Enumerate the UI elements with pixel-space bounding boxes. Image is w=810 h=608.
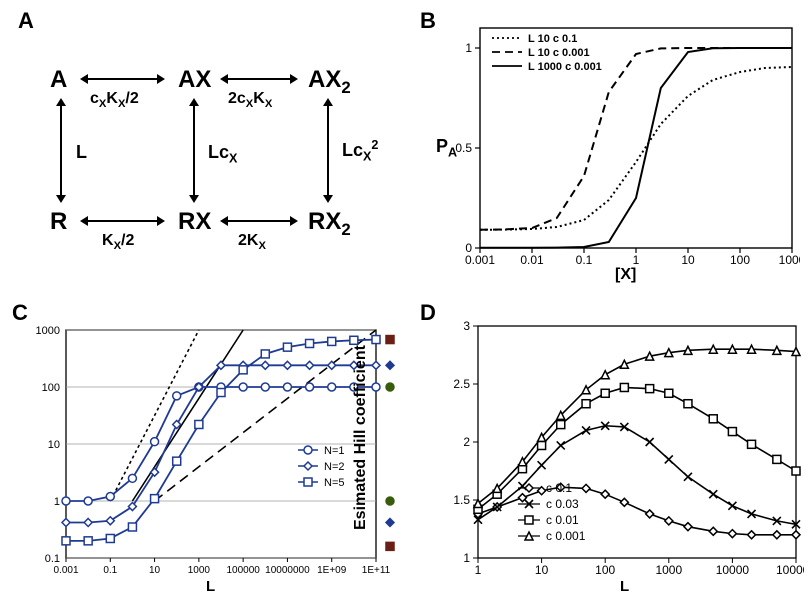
edge-R-RX-label: KX/2 [102,232,134,252]
svg-text:N=5: N=5 [324,477,345,489]
svg-text:10: 10 [48,439,60,451]
svg-text:0.01: 0.01 [520,253,544,267]
svg-text:1000: 1000 [36,325,60,337]
svg-text:N=2: N=2 [324,461,345,473]
edge-AX2-RX2-label: LcX2 [342,138,378,164]
svg-text:2: 2 [463,435,470,449]
panel-d-chart: 1 1.5 2 2.5 3 1 10 100 1000 10000 100000 c 0.1 c 0.0… [420,300,804,600]
svg-text:c 0.03: c 0.03 [546,497,579,511]
node-AX2: AX2 [308,66,351,98]
svg-text:L 10 c 0.1: L 10 c 0.1 [528,33,577,45]
svg-text:1000: 1000 [188,565,211,576]
edge-RX-RX2-label: 2KX [238,232,266,252]
arrow-AX2-RX2 [327,103,329,198]
svg-text:0.001: 0.001 [53,565,78,576]
edge-AX-AX2-label: 2cXKX [228,90,272,110]
svg-text:10000: 10000 [716,563,750,577]
svg-text:10: 10 [535,563,549,577]
svg-text:100: 100 [730,253,750,267]
panel-c: C 0.111010010000.0010.110100010000010000… [8,300,408,600]
svg-text:c 0.01: c 0.01 [546,513,579,527]
svg-text:100000: 100000 [776,563,804,577]
svg-text:1E+09: 1E+09 [317,565,347,576]
panel-c-xlabel: L [206,578,215,595]
panel-b-chart: 00.510.0010.010.11101001000L 10 c 0.1L 1… [420,8,800,288]
node-R: R [50,208,67,236]
panel-d: D 11.522.53110100100010000100000c 0.1c 0… [420,300,804,600]
node-RX: RX [178,208,211,236]
svg-text:c 0.1: c 0.1 [546,481,572,495]
svg-text:N=1: N=1 [324,445,345,457]
svg-text:1: 1 [54,496,60,508]
arrow-R-RX [85,220,160,222]
svg-text:0.1: 0.1 [45,553,60,565]
panel-a: A A AX AX2 R RX RX2 cXKX/2 2cXKX KX/2 2K… [10,8,400,288]
svg-text:10: 10 [681,253,695,267]
svg-text:1000: 1000 [655,563,682,577]
svg-text:100: 100 [595,563,615,577]
panel-b-ylabel: PA [436,136,457,160]
panel-d-ylabel: Esimated Hill coefficient [352,345,370,530]
panel-d-xlabel: L [620,578,629,595]
svg-text:2.5: 2.5 [453,377,470,391]
svg-text:3: 3 [463,319,470,333]
svg-text:1000: 1000 [779,253,800,267]
arrow-RX-RX2 [225,220,293,222]
arrow-AX-AX2 [225,78,293,80]
panel-b-xlabel: [X] [615,266,636,284]
arrow-A-R [60,103,62,198]
svg-text:1: 1 [475,563,482,577]
panel-c-chart: 0.111010010000.0010.11010001000001000000… [8,300,408,600]
svg-text:10000000: 10000000 [265,565,310,576]
svg-text:L 1000 c 0.001: L 1000 c 0.001 [528,61,602,73]
svg-text:100: 100 [42,382,60,394]
node-A: A [50,66,67,94]
edge-AX-RX-label: LcX [208,142,237,166]
arrow-A-AX [85,78,160,80]
arrow-AX-RX [193,103,195,198]
panel-b: B 00.510.0010.010.11101001000L 10 c 0.1L… [420,8,800,288]
edge-A-R-label: L [76,142,87,163]
svg-text:100000: 100000 [226,565,260,576]
svg-text:1: 1 [463,551,470,565]
edge-A-AX-label: cXKX/2 [90,90,139,110]
svg-text:1: 1 [633,253,640,267]
node-RX2: RX2 [308,208,351,240]
svg-text:0.1: 0.1 [103,565,117,576]
svg-text:0.001: 0.001 [465,253,495,267]
svg-text:0.1: 0.1 [576,253,593,267]
svg-text:1.5: 1.5 [453,493,470,507]
node-AX: AX [178,66,211,94]
svg-text:L 10 c 0.001: L 10 c 0.001 [528,47,590,59]
svg-text:c 0.001: c 0.001 [546,529,586,543]
svg-text:10: 10 [149,565,161,576]
svg-text:1: 1 [465,41,472,55]
svg-text:1E+11: 1E+11 [362,565,391,576]
panel-a-label: A [18,8,34,34]
svg-text:0.5: 0.5 [455,141,472,155]
